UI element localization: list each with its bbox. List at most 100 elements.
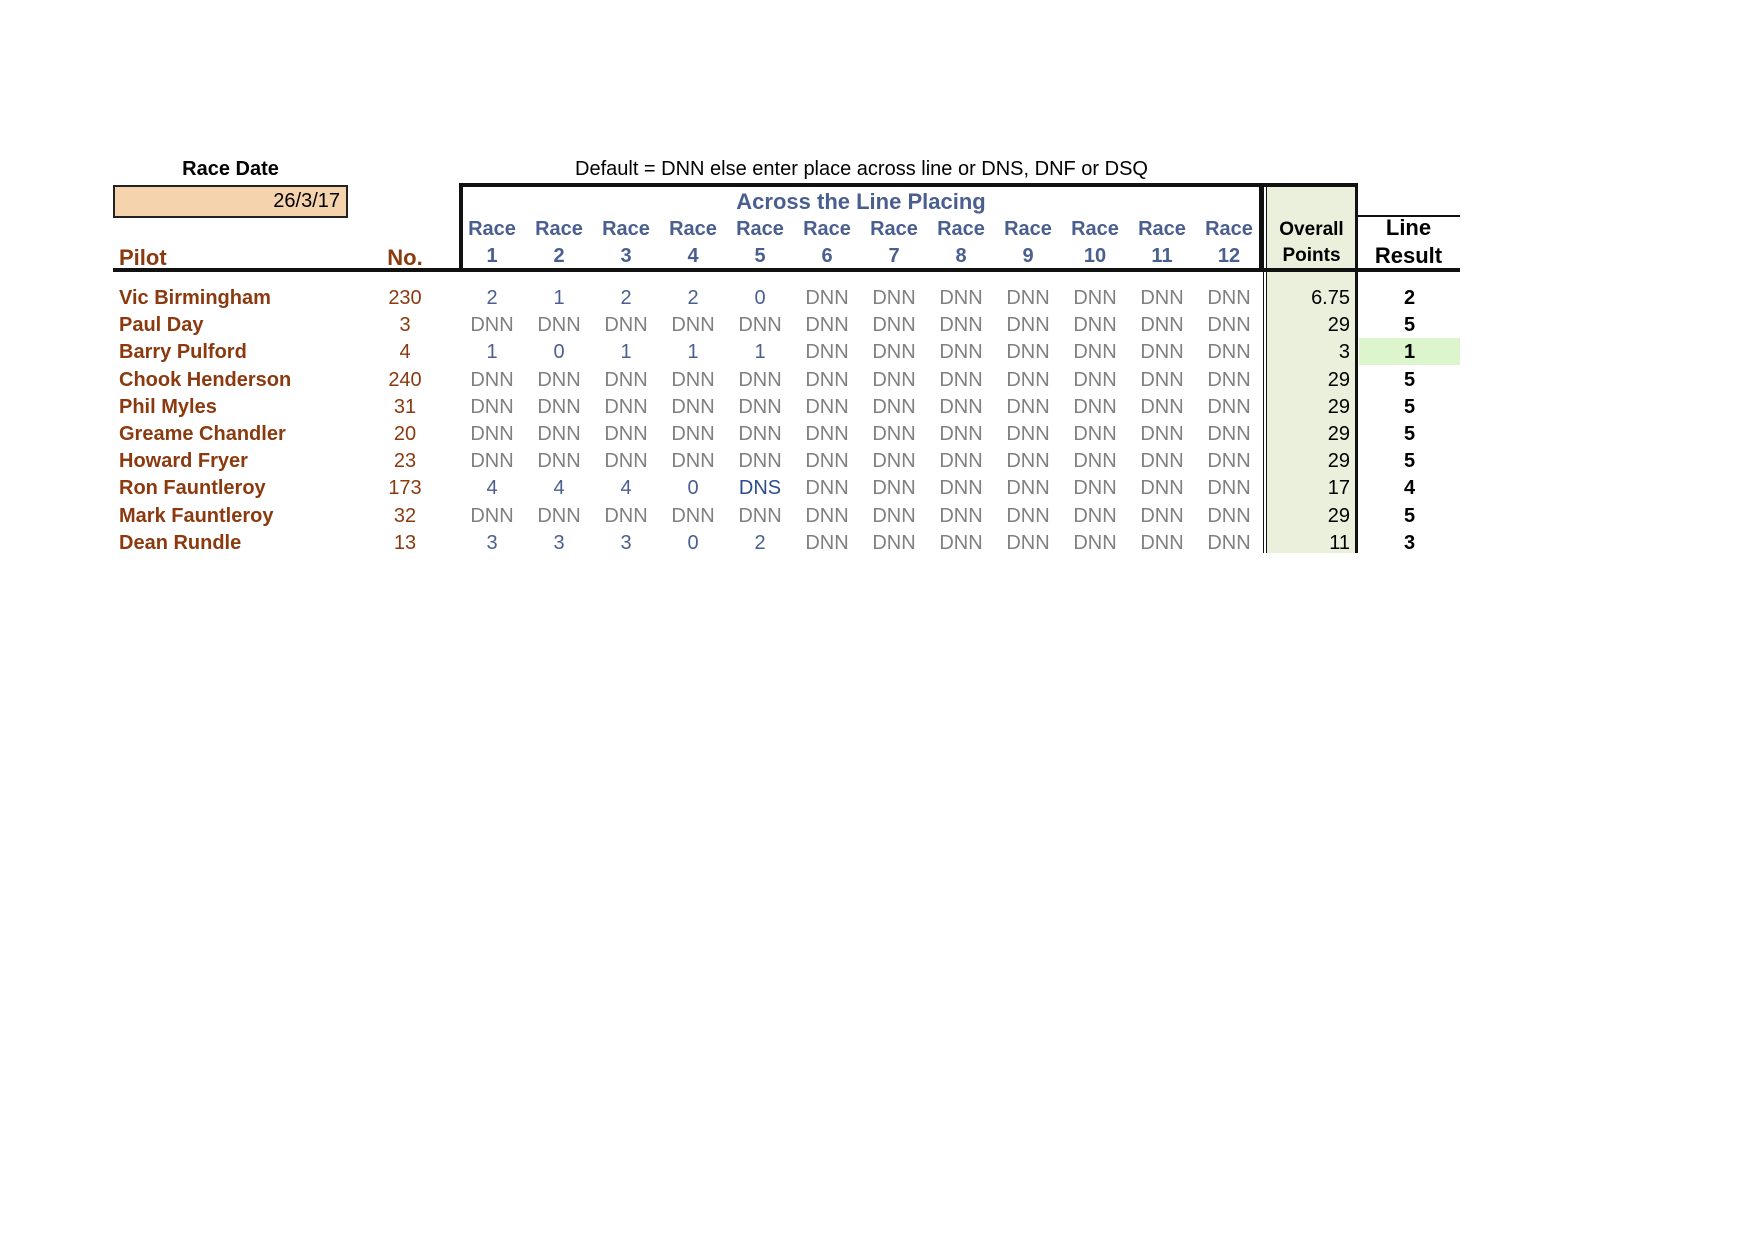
race-placing-cell[interactable]: DNN <box>939 450 983 473</box>
race-placing-cell[interactable]: DNN <box>1140 504 1184 527</box>
race-placing-cell[interactable]: DNN <box>1140 423 1184 445</box>
race-placing-cell[interactable]: 4 <box>486 477 498 500</box>
race-placing-cell[interactable]: DNN <box>537 395 581 418</box>
race-placing-cell[interactable]: DNN <box>1073 531 1117 554</box>
race-placing-cell[interactable]: DNN <box>1073 368 1117 391</box>
race-placing-cell[interactable]: DNN <box>1207 368 1251 391</box>
race-placing-cell[interactable]: DNN <box>1006 395 1050 418</box>
race-placing-cell[interactable]: DNN <box>872 423 916 445</box>
race-placing-cell[interactable]: DNN <box>1073 341 1117 364</box>
race-placing-cell[interactable]: DNN <box>872 477 916 500</box>
race-placing-cell[interactable]: DNN <box>1207 341 1251 364</box>
race-placing-cell[interactable]: DNN <box>1207 504 1251 527</box>
race-placing-cell[interactable]: DNN <box>872 341 916 364</box>
race-placing-cell[interactable]: 2 <box>687 287 699 309</box>
race-placing-cell[interactable]: DNN <box>1006 450 1050 473</box>
race-placing-cell[interactable]: DNN <box>671 450 715 473</box>
race-placing-cell[interactable]: DNN <box>470 504 514 527</box>
race-placing-cell[interactable]: 2 <box>620 287 632 309</box>
race-placing-cell[interactable]: DNN <box>1073 287 1117 309</box>
race-placing-cell[interactable]: DNN <box>1073 450 1117 473</box>
race-placing-cell[interactable]: DNN <box>470 368 514 391</box>
race-placing-cell[interactable]: DNN <box>537 504 581 527</box>
race-placing-cell[interactable]: DNN <box>1140 341 1184 364</box>
race-placing-cell[interactable]: DNN <box>1207 314 1251 337</box>
race-placing-cell[interactable]: DNN <box>805 531 849 554</box>
race-placing-cell[interactable]: DNN <box>805 504 849 527</box>
race-placing-cell[interactable]: DNN <box>604 450 648 473</box>
race-placing-cell[interactable]: DNN <box>1140 314 1184 337</box>
race-date-input[interactable]: 26/3/17 <box>113 185 348 218</box>
race-placing-cell[interactable]: DNN <box>939 477 983 500</box>
race-placing-cell[interactable]: DNN <box>1006 504 1050 527</box>
race-placing-cell[interactable]: 1 <box>553 287 565 309</box>
race-placing-cell[interactable]: 0 <box>754 287 766 309</box>
race-placing-cell[interactable]: DNN <box>1006 314 1050 337</box>
race-placing-cell[interactable]: DNN <box>537 423 581 445</box>
race-placing-cell[interactable]: DNN <box>470 314 514 337</box>
race-placing-cell[interactable]: DNN <box>537 314 581 337</box>
race-placing-cell[interactable]: 0 <box>553 341 565 364</box>
race-placing-cell[interactable]: DNN <box>939 395 983 418</box>
race-placing-cell[interactable]: DNN <box>1006 477 1050 500</box>
race-placing-cell[interactable]: DNN <box>1207 395 1251 418</box>
race-placing-cell[interactable]: DNN <box>872 504 916 527</box>
race-placing-cell[interactable]: DNN <box>939 504 983 527</box>
race-placing-cell[interactable]: 1 <box>754 341 766 364</box>
race-placing-cell[interactable]: DNN <box>805 423 849 445</box>
race-placing-cell[interactable]: DNN <box>671 368 715 391</box>
race-placing-cell[interactable]: 4 <box>553 477 565 500</box>
race-placing-cell[interactable]: DNN <box>805 287 849 309</box>
race-placing-cell[interactable]: DNN <box>738 314 782 337</box>
race-placing-cell[interactable]: DNN <box>1140 477 1184 500</box>
race-placing-cell[interactable]: DNN <box>470 423 514 445</box>
race-placing-cell[interactable]: DNN <box>671 504 715 527</box>
race-placing-cell[interactable]: DNN <box>537 450 581 473</box>
race-placing-cell[interactable]: 3 <box>486 531 498 554</box>
race-placing-cell[interactable]: 3 <box>553 531 565 554</box>
race-placing-cell[interactable]: DNN <box>1073 504 1117 527</box>
race-placing-cell[interactable]: DNN <box>1073 423 1117 445</box>
race-placing-cell[interactable]: DNN <box>1073 477 1117 500</box>
race-placing-cell[interactable]: DNN <box>939 368 983 391</box>
race-placing-cell[interactable]: DNN <box>872 314 916 337</box>
race-placing-cell[interactable]: DNN <box>604 504 648 527</box>
race-placing-cell[interactable]: DNN <box>805 314 849 337</box>
race-placing-cell[interactable]: DNN <box>872 450 916 473</box>
race-placing-cell[interactable]: DNN <box>1006 287 1050 309</box>
race-placing-cell[interactable]: DNN <box>1006 341 1050 364</box>
race-placing-cell[interactable]: DNN <box>872 395 916 418</box>
race-placing-cell[interactable]: DNN <box>604 314 648 337</box>
race-placing-cell[interactable]: DNN <box>872 287 916 309</box>
race-placing-cell[interactable]: DNN <box>738 450 782 473</box>
race-placing-cell[interactable]: 2 <box>754 531 766 554</box>
race-placing-cell[interactable]: 1 <box>620 341 632 364</box>
race-placing-cell[interactable]: DNN <box>1073 314 1117 337</box>
race-placing-cell[interactable]: DNN <box>939 531 983 554</box>
race-placing-cell[interactable]: DNN <box>604 423 648 445</box>
race-placing-cell[interactable]: DNN <box>604 395 648 418</box>
race-placing-cell[interactable]: DNN <box>738 504 782 527</box>
race-placing-cell[interactable]: DNN <box>1207 287 1251 309</box>
race-placing-cell[interactable]: DNN <box>738 395 782 418</box>
race-placing-cell[interactable]: DNN <box>939 341 983 364</box>
race-placing-cell[interactable]: DNN <box>1207 531 1251 554</box>
race-placing-cell[interactable]: DNN <box>1140 531 1184 554</box>
race-placing-cell[interactable]: 1 <box>486 341 498 364</box>
race-placing-cell[interactable]: 4 <box>620 477 632 500</box>
race-placing-cell[interactable]: 1 <box>687 341 699 364</box>
race-placing-cell[interactable]: DNN <box>671 314 715 337</box>
race-placing-cell[interactable]: 3 <box>620 531 632 554</box>
race-placing-cell[interactable]: 0 <box>687 531 699 554</box>
race-placing-cell[interactable]: DNN <box>1140 368 1184 391</box>
race-placing-cell[interactable]: DNN <box>671 423 715 445</box>
race-placing-cell[interactable]: DNN <box>1073 395 1117 418</box>
race-placing-cell[interactable]: DNN <box>805 395 849 418</box>
race-placing-cell[interactable]: DNN <box>939 287 983 309</box>
race-placing-cell[interactable]: DNN <box>1006 531 1050 554</box>
race-placing-cell[interactable]: DNN <box>1006 423 1050 445</box>
race-placing-cell[interactable]: DNN <box>537 368 581 391</box>
race-placing-cell[interactable]: DNN <box>805 368 849 391</box>
race-placing-cell[interactable]: DNN <box>1207 477 1251 500</box>
race-placing-cell[interactable]: DNN <box>1140 450 1184 473</box>
